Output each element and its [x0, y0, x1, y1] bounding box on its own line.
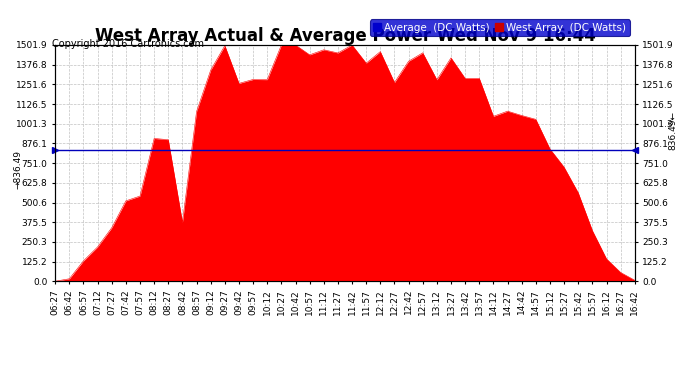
Title: West Array Actual & Average Power Wed Nov 9 16:44: West Array Actual & Average Power Wed No… [95, 27, 595, 45]
Text: 836.49←: 836.49← [668, 111, 677, 150]
Text: Copyright 2016 Cartronics.com: Copyright 2016 Cartronics.com [52, 39, 204, 50]
Legend: Average  (DC Watts), West Array  (DC Watts): Average (DC Watts), West Array (DC Watts… [370, 20, 629, 36]
Text: →836.49: →836.49 [13, 150, 22, 189]
